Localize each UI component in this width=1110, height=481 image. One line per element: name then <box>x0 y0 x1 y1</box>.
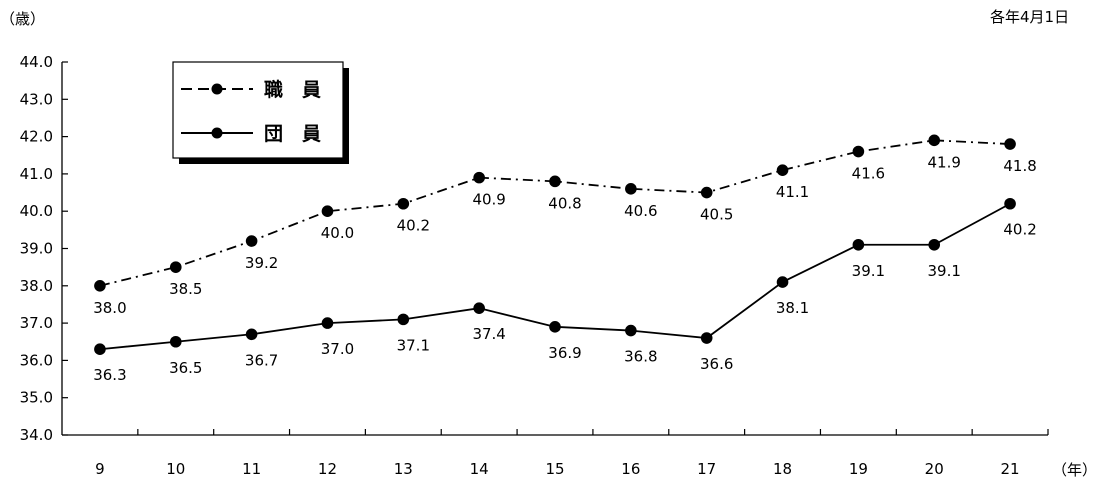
data-point-member <box>776 276 789 288</box>
data-point-member <box>169 335 182 348</box>
x-tick-label: 10 <box>166 460 185 478</box>
data-label-staff: 40.9 <box>472 191 505 209</box>
x-tick-label: 19 <box>849 460 868 478</box>
data-point-member <box>321 317 334 329</box>
data-point-staff <box>625 183 637 195</box>
data-label-staff: 38.0 <box>93 299 126 317</box>
y-tick-label: 37.0 <box>20 314 53 332</box>
data-point-member <box>1004 197 1016 210</box>
y-tick-label: 34.0 <box>20 426 53 444</box>
x-tick-label: 17 <box>697 460 716 478</box>
x-tick-label: 11 <box>242 460 261 478</box>
data-label-member: 36.6 <box>700 355 733 373</box>
data-point-member <box>928 238 941 251</box>
data-point-staff <box>321 205 334 217</box>
data-point-staff <box>549 175 561 188</box>
data-label-staff: 41.1 <box>776 183 809 201</box>
data-label-member: 36.3 <box>93 366 126 384</box>
data-point-staff <box>1004 138 1016 150</box>
data-point-staff <box>245 235 258 247</box>
series-layer <box>94 134 1016 356</box>
data-point-staff <box>776 164 789 176</box>
data-point-staff <box>852 145 865 158</box>
data-label-member: 37.0 <box>321 340 354 358</box>
x-tick-label: 21 <box>1001 460 1020 478</box>
data-point-member <box>700 332 713 344</box>
data-label-member: 40.2 <box>1003 221 1036 239</box>
x-tick-label: 15 <box>545 460 564 478</box>
y-tick-label: 42.0 <box>20 128 53 146</box>
x-tick-label: 9 <box>95 460 105 478</box>
data-point-member <box>397 313 410 326</box>
legend-label-member: 団 員 <box>264 123 321 145</box>
data-label-member: 36.8 <box>624 348 657 366</box>
data-point-member <box>473 302 485 314</box>
x-axis-unit-label: （年） <box>1052 461 1097 479</box>
data-point-member <box>852 238 865 251</box>
y-tick-label: 39.0 <box>20 240 53 258</box>
data-point-member <box>94 343 106 356</box>
legend-box <box>172 61 344 159</box>
data-labels-layer: 38.0 38.5 39.2 40.0 40.2 40.9 40.8 40.6 40.5 41.1… <box>93 153 1037 384</box>
data-label-staff: 40.8 <box>548 194 581 212</box>
y-tick-label: 40.0 <box>20 202 53 220</box>
data-label-member: 36.5 <box>169 359 202 377</box>
data-label-staff: 38.5 <box>169 280 202 298</box>
axes: 34.0 35.0 36.0 37.0 38.0 39.0 40.0 41.0 42.0 43.0… <box>20 53 1049 478</box>
y-tick-label: 44.0 <box>20 53 53 71</box>
data-label-staff: 40.0 <box>321 224 354 242</box>
data-point-staff <box>169 261 182 273</box>
data-label-staff: 41.6 <box>852 165 885 183</box>
data-label-staff: 39.2 <box>245 254 278 272</box>
data-point-member <box>625 324 637 337</box>
data-label-member: 36.9 <box>548 344 581 362</box>
data-point-member <box>245 328 258 341</box>
legend-label-staff: 職 員 <box>264 78 321 101</box>
data-label-member: 37.4 <box>472 325 505 343</box>
y-tick-label: 36.0 <box>20 351 53 369</box>
legend: 職 員 団 員 <box>172 61 349 164</box>
date-note: 各年4月1日 <box>990 8 1069 26</box>
x-tick-label: 13 <box>394 460 413 478</box>
data-label-member: 37.1 <box>397 336 430 354</box>
data-label-staff: 40.5 <box>700 206 733 224</box>
x-tick-label: 14 <box>470 460 489 478</box>
data-label-staff: 40.2 <box>397 217 430 235</box>
y-tick-label: 41.0 <box>20 165 53 183</box>
x-tick-label: 20 <box>925 460 944 478</box>
data-label-member: 39.1 <box>852 262 885 280</box>
y-tick-label: 38.0 <box>20 277 53 295</box>
legend-marker-member <box>211 127 223 139</box>
y-axis-unit-label: （歳） <box>0 10 45 28</box>
x-tick-label: 12 <box>318 460 337 478</box>
data-point-staff <box>928 134 941 147</box>
y-tick-label: 35.0 <box>20 389 53 407</box>
y-tick-label: 43.0 <box>20 90 53 108</box>
data-label-member: 39.1 <box>928 262 961 280</box>
data-label-staff: 41.9 <box>928 153 961 171</box>
data-point-staff <box>700 186 713 199</box>
x-tick-label: 18 <box>773 460 792 478</box>
data-label-staff: 41.8 <box>1003 157 1036 175</box>
data-label-member: 36.7 <box>245 351 278 369</box>
data-point-member <box>549 321 561 333</box>
x-tick-label: 16 <box>621 460 640 478</box>
data-label-staff: 40.6 <box>624 202 657 220</box>
data-point-staff <box>94 280 106 292</box>
data-point-staff <box>397 197 410 210</box>
data-point-staff <box>473 171 485 184</box>
data-label-member: 38.1 <box>776 299 809 317</box>
legend-marker-staff <box>211 83 223 95</box>
